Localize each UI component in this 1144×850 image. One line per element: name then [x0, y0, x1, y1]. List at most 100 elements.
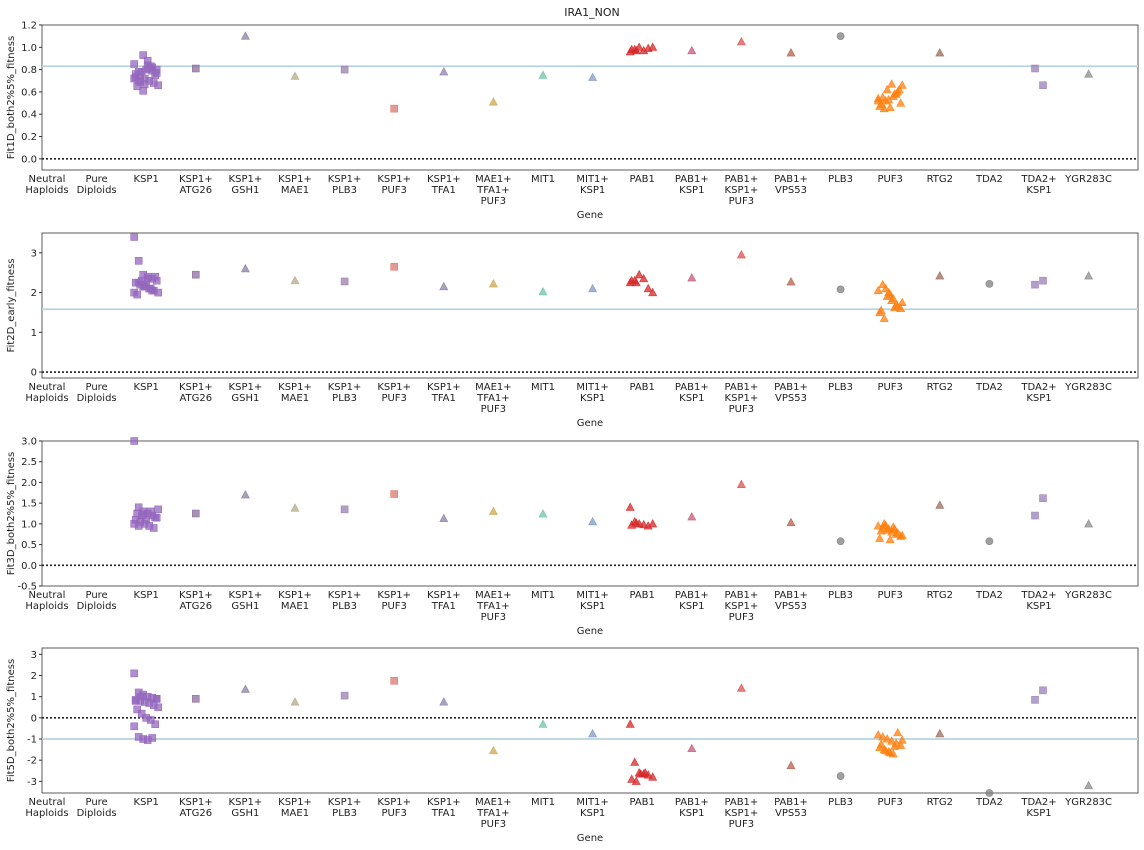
point	[687, 45, 697, 55]
x-tick-label: PAB1+ VPS53	[774, 590, 808, 612]
point	[687, 511, 697, 521]
point	[876, 739, 886, 748]
point	[240, 31, 250, 40]
x-tick-label: PAB1+ VPS53	[774, 797, 808, 819]
point	[885, 747, 895, 757]
point	[340, 505, 349, 514]
x-tick-label: KSP1+ TFA1	[427, 174, 461, 196]
point	[935, 728, 945, 738]
point	[1084, 780, 1094, 790]
point	[151, 513, 159, 522]
point	[488, 745, 498, 755]
x-tick-label: Pure Diploids	[77, 797, 117, 819]
point	[139, 51, 147, 59]
point	[985, 789, 994, 797]
y-tick-label: 1.2	[21, 21, 37, 32]
y-tick-label: 3	[31, 248, 37, 259]
x-tick-label: KSP1	[134, 174, 159, 185]
x-tick-label: PAB1+ VPS53	[774, 174, 808, 196]
x-axis-label: Gene	[577, 833, 603, 844]
x-tick-label: PAB1	[629, 797, 654, 808]
plot-area	[41, 24, 1139, 171]
point	[488, 506, 498, 515]
y-tick-label: 0	[31, 368, 37, 379]
point	[146, 507, 155, 516]
point	[240, 684, 250, 693]
point	[786, 277, 796, 286]
point	[897, 735, 907, 744]
x-tick-label: TDA2+ KSP1	[1020, 590, 1056, 612]
y-tick-label: 0.4	[21, 110, 37, 121]
y-tick-label: 2	[31, 288, 37, 299]
x-tick-label: KSP1+ ATG26	[179, 590, 213, 612]
point	[290, 275, 300, 285]
y-tick-label: 2.0	[21, 478, 37, 489]
y-tick-label: 0.8	[21, 65, 37, 76]
x-tick-label: PAB1+ KSP1	[675, 797, 709, 819]
point	[634, 269, 644, 279]
point	[340, 277, 349, 286]
point	[786, 517, 796, 527]
x-tick-label: KSP1	[134, 797, 159, 808]
x-tick-label: KSP1	[134, 590, 159, 601]
point	[588, 728, 598, 738]
point	[648, 287, 658, 297]
y-tick-label: 2	[31, 671, 37, 682]
y-tick-label: 0.0	[21, 561, 37, 572]
point	[240, 490, 250, 499]
x-tick-label: KSP1+ MAE1	[278, 797, 312, 819]
point	[897, 80, 907, 89]
x-tick-label: PLB3	[828, 174, 853, 185]
point	[687, 743, 697, 753]
point	[885, 289, 895, 299]
point	[148, 286, 156, 295]
point	[134, 522, 143, 530]
x-tick-label: KSP1+ PUF3	[377, 382, 411, 404]
point	[985, 537, 994, 546]
x-tick-label: PAB1+ KSP1+ PUF3	[724, 590, 758, 623]
y-tick-label: -1	[27, 735, 37, 746]
x-tick-label: Neutral Haploids	[25, 382, 68, 404]
x-tick-label: KSP1+ ATG26	[179, 797, 213, 819]
x-tick-label: KSP1+ MAE1	[278, 590, 312, 612]
x-tick-label: TDA2	[975, 382, 1003, 393]
y-tick-label: 0	[31, 713, 37, 724]
point	[439, 697, 449, 706]
point	[648, 519, 658, 528]
point	[736, 479, 746, 488]
point	[131, 697, 140, 705]
y-axis-label: Fit5D_both2%5%_fitness	[6, 659, 17, 782]
point	[588, 516, 598, 526]
x-tick-label: YGR283C	[1064, 174, 1112, 185]
point	[836, 32, 845, 41]
point	[139, 510, 147, 519]
point	[290, 697, 300, 706]
point	[130, 288, 138, 297]
x-tick-label: PUF3	[877, 797, 902, 808]
point	[340, 65, 349, 74]
x-tick-label: KSP1+ PLB3	[328, 382, 362, 404]
point	[192, 695, 200, 703]
x-tick-label: MIT1	[531, 797, 555, 808]
x-tick-label: KSP1+ GSH1	[229, 382, 263, 404]
point	[588, 72, 598, 81]
x-tick-label: PLB3	[828, 590, 853, 601]
x-tick-label: PAB1+ KSP1	[675, 174, 709, 196]
y-tick-label: 1.0	[21, 43, 37, 54]
point	[879, 313, 889, 322]
point	[290, 71, 300, 80]
point	[151, 720, 159, 729]
point	[1039, 686, 1047, 695]
point	[687, 273, 697, 282]
point	[897, 530, 907, 539]
x-tick-label: KSP1+ PUF3	[377, 590, 411, 612]
point	[631, 277, 641, 287]
point	[1031, 64, 1039, 73]
y-tick-label: 3.0	[21, 437, 37, 448]
y-tick-label: 0.6	[21, 87, 37, 98]
point	[890, 89, 900, 98]
point	[130, 669, 138, 678]
x-tick-label: TDA2+ KSP1	[1020, 382, 1056, 404]
point	[627, 774, 637, 783]
x-tick-label: Neutral Haploids	[25, 590, 68, 612]
